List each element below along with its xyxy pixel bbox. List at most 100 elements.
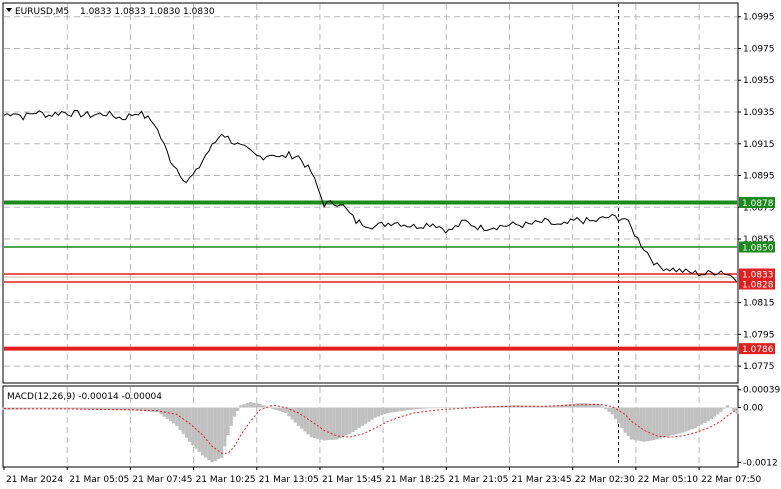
macd-bar [588,403,592,408]
level-badge-label: 1.0850 [742,244,774,254]
macd-bar [252,402,256,408]
macd-bar [463,407,467,408]
macd-bar [117,407,121,411]
macd-bar [495,405,499,408]
macd-bar [309,407,313,438]
macd-bar [380,407,384,416]
macd-bar [440,407,445,409]
macd-bar [450,407,454,409]
macd-bar [668,407,672,436]
macd-bar [239,405,243,408]
x-tick-label: 22 Mar 02:30 [575,475,635,485]
macd-bar [82,407,86,410]
macd-bar [700,407,704,425]
macd-bar [344,407,349,436]
level-badge [739,241,775,253]
macd-bar [245,403,249,408]
y-tick-label: 1.0955 [743,76,775,86]
macd-bar [428,407,432,409]
macd-bar [220,407,224,458]
macd-bar [21,407,25,410]
macd-bar [293,407,297,423]
macd-bar [111,407,115,411]
level-badge-label: 1.0878 [742,199,774,209]
level-badge-label: 1.0833 [742,271,774,281]
macd-bar [284,407,288,414]
macd-bar [335,407,339,440]
macd-bar [591,403,595,408]
dropdown-triangle-icon[interactable] [6,8,12,12]
price-line [3,109,738,283]
macd-bar [607,407,611,412]
macd-bar [229,407,233,426]
macd-bar [181,407,185,434]
macd-bar [690,407,694,430]
y-tick-label: 1.0975 [743,44,775,54]
macd-bar [469,406,473,408]
macd-bar [364,407,368,424]
macd-bar [40,407,45,409]
level-badge [739,343,775,355]
macd-bar [517,405,521,408]
macd-bar [696,407,701,427]
macd-bar [578,402,582,408]
macd-bar [60,407,64,409]
macd-bar [629,407,633,440]
macd-bar [271,407,275,409]
macd-bar [575,403,579,408]
macd-bar [620,407,624,429]
macd-bar [652,407,656,441]
macd-bar [287,407,291,417]
y-tick-label: 1.0775 [743,362,775,372]
macd-bar [242,404,246,408]
macd-bar [482,406,486,408]
macd-bar [616,407,621,424]
macd-bar [626,407,630,437]
macd-bar [472,406,477,408]
x-tick-label: 21 Mar 10:25 [196,475,256,485]
macd-bar [357,407,361,428]
macd-bar [290,407,294,420]
macd-bar [648,407,653,441]
macd-bar [319,407,323,440]
macd-bar [338,407,342,439]
macd-bar [213,407,217,461]
macd-bar [543,406,547,408]
macd-bar [453,407,457,408]
macd-bar [703,407,707,423]
macd-bar [722,407,726,409]
header: EURUSD,M5 1.0833 1.0833 1.0830 1.0830 [6,7,215,17]
macd-bar [437,407,441,409]
macd-bar [716,407,720,415]
macd-bar [300,407,304,429]
x-tick-label: 22 Mar 07:50 [701,475,761,485]
macd-bar [383,407,387,415]
macd-bar [501,405,505,408]
x-tick-label: 21 Mar 13:05 [259,475,319,485]
macd-bar [600,406,605,408]
macd-bar [175,407,179,426]
y-tick-label: 1.0855 [743,235,775,245]
macd-bar [434,407,438,409]
y-tick-label: 1.0895 [743,172,775,182]
macd-bar [92,407,96,410]
macd-bar [50,407,54,409]
macd-bar [565,404,569,408]
y-tick-label: 1.0795 [743,330,775,340]
macd-bar [79,407,83,410]
macd-bar [540,405,544,408]
x-tick-label: 21 Mar 07:45 [132,475,192,485]
macd-bar [421,407,425,409]
macd-bar [136,407,141,411]
macd-bar [424,407,429,409]
macd-bar [223,407,227,447]
level-badge [739,278,775,290]
macd-bar [671,407,675,436]
y-tick-label: 1.0815 [743,299,775,309]
macd-bar [232,407,237,417]
macd-bar [194,407,198,449]
macd-bar [485,406,489,408]
macd-bar [8,407,13,410]
